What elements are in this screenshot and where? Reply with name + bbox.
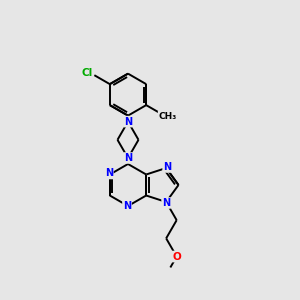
Text: N: N xyxy=(123,201,131,211)
Text: O: O xyxy=(172,251,181,262)
Text: N: N xyxy=(162,198,170,208)
Text: N: N xyxy=(105,169,113,178)
Text: N: N xyxy=(124,117,132,127)
Text: Cl: Cl xyxy=(82,68,93,78)
Text: CH₃: CH₃ xyxy=(158,112,177,121)
Text: N: N xyxy=(163,162,171,172)
Text: N: N xyxy=(124,153,132,163)
